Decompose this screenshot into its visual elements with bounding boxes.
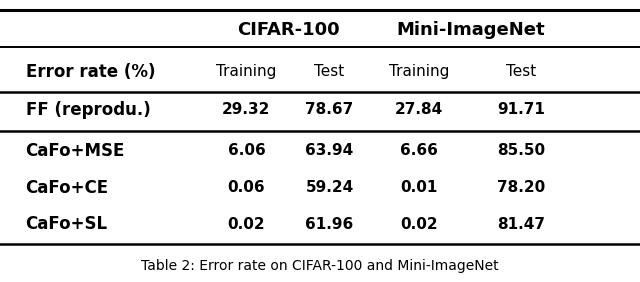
Text: 91.71: 91.71 (498, 102, 545, 118)
Text: Test: Test (314, 64, 345, 80)
Text: 85.50: 85.50 (497, 143, 546, 158)
Text: 0.06: 0.06 (228, 180, 265, 195)
Text: 81.47: 81.47 (497, 217, 545, 232)
Text: 27.84: 27.84 (395, 102, 444, 118)
Text: 0.01: 0.01 (401, 180, 438, 195)
Text: FF (reprodu.): FF (reprodu.) (26, 101, 150, 119)
Text: Training: Training (216, 64, 276, 80)
Text: 78.20: 78.20 (497, 180, 546, 195)
Text: CaFo+SL: CaFo+SL (26, 215, 108, 233)
Text: 6.06: 6.06 (228, 143, 265, 158)
Text: 29.32: 29.32 (222, 102, 271, 118)
Text: Test: Test (506, 64, 537, 80)
Text: CaFo+CE: CaFo+CE (26, 179, 109, 197)
Text: Mini-ImageNet: Mini-ImageNet (396, 21, 545, 39)
Text: 0.02: 0.02 (228, 217, 265, 232)
Text: Table 2: Error rate on CIFAR-100 and Mini-ImageNet: Table 2: Error rate on CIFAR-100 and Min… (141, 259, 499, 274)
Text: 63.94: 63.94 (305, 143, 354, 158)
Text: CIFAR-100: CIFAR-100 (237, 21, 339, 39)
Text: Error rate (%): Error rate (%) (26, 63, 155, 81)
Text: CaFo+MSE: CaFo+MSE (26, 142, 125, 160)
Text: 59.24: 59.24 (305, 180, 354, 195)
Text: 0.02: 0.02 (401, 217, 438, 232)
Text: Training: Training (389, 64, 449, 80)
Text: 61.96: 61.96 (305, 217, 354, 232)
Text: 78.67: 78.67 (305, 102, 354, 118)
Text: 6.66: 6.66 (400, 143, 438, 158)
